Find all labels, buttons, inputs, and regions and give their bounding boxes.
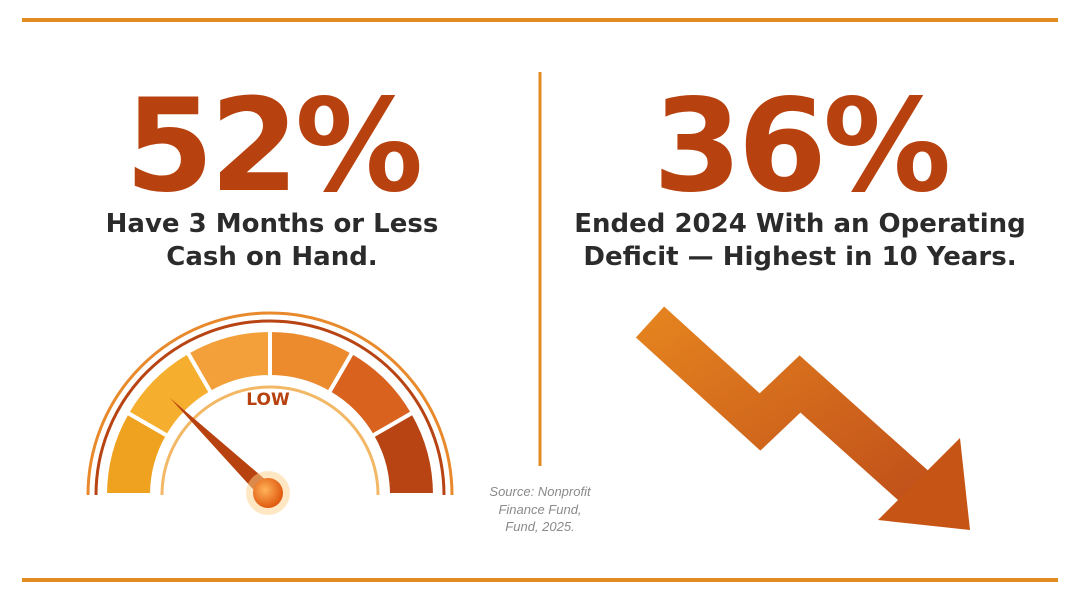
arrow-head [878, 438, 970, 530]
left-caption: Have 3 Months or Less [106, 209, 439, 239]
arrow-body [635, 306, 940, 512]
source: Fund, 2025. [505, 519, 574, 534]
source: Finance Fund, [498, 502, 581, 517]
gauge [86, 311, 454, 515]
gauge-segment [369, 409, 438, 497]
gauge-knob [253, 478, 283, 508]
gauge-inner-arc [160, 385, 380, 496]
down-arrow [635, 306, 970, 530]
right-caption: Deficit — Highest in 10 Years. [583, 242, 1016, 272]
gauge-needle [170, 398, 274, 499]
gauge-outer-arc [94, 319, 446, 496]
source: Source: Nonprofit [489, 484, 592, 499]
left-stat: 52% [125, 72, 420, 221]
right-caption: Ended 2024 With an Operating [574, 209, 1025, 239]
gauge-outer-arc [86, 311, 454, 496]
right-stat: 36% [653, 72, 948, 221]
gauge-label: LOW [246, 390, 290, 410]
left-caption: Cash on Hand. [166, 242, 377, 272]
